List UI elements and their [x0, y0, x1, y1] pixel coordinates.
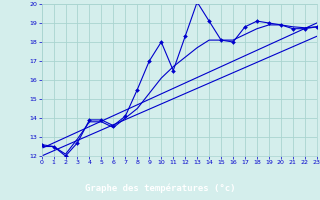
Text: Graphe des températures (°c): Graphe des températures (°c): [85, 184, 235, 193]
